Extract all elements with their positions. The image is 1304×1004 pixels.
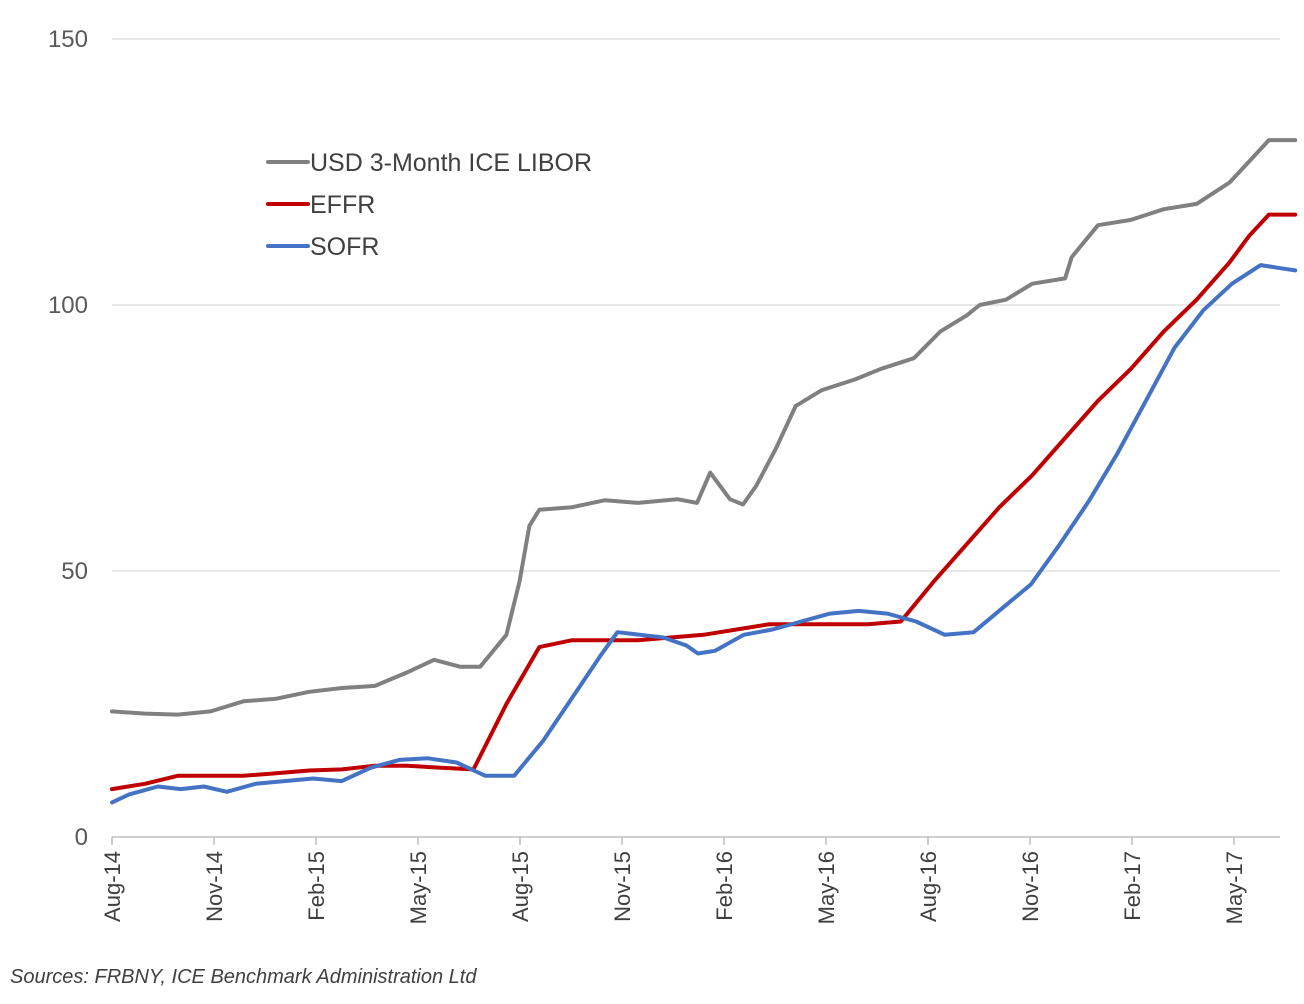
x-tick-label: May-16 — [814, 851, 839, 924]
x-tick-label: May-15 — [406, 851, 431, 924]
x-tick-label: Nov-16 — [1018, 851, 1043, 922]
x-tick-label: Nov-15 — [610, 851, 635, 922]
x-tick-label: Aug-15 — [508, 851, 533, 922]
y-tick-label: 0 — [75, 824, 88, 851]
series-line-usd-3-month-ice-libor — [110, 138, 1298, 717]
series-line-effr — [110, 212, 1298, 792]
legend: USD 3-Month ICE LIBOR EFFR SOFR — [266, 149, 592, 261]
x-tick-label: May-17 — [1222, 851, 1247, 924]
grid-lines — [112, 38, 1280, 572]
x-tick-label: Nov-14 — [202, 851, 227, 922]
x-tick-label: Feb-16 — [712, 851, 737, 921]
x-tick-label: Aug-14 — [100, 851, 125, 922]
legend-label: SOFR — [310, 233, 379, 261]
x-tick-label: Feb-15 — [304, 851, 329, 921]
y-axis: 0 50 100 150 — [48, 26, 88, 851]
x-tick-label: Feb-17 — [1120, 851, 1145, 921]
x-axis: Aug-14 Nov-14 Feb-15 May-15 Aug-15 Nov-15 Feb-… — [100, 836, 1280, 924]
source-note: Sources: FRBNY, ICE Benchmark Administra… — [10, 966, 477, 988]
y-tick-label: 50 — [61, 558, 88, 585]
x-tick-label: Aug-16 — [916, 851, 941, 922]
y-tick-label: 150 — [48, 26, 88, 53]
plot-area — [110, 138, 1298, 805]
legend-label: USD 3-Month ICE LIBOR — [310, 149, 592, 177]
legend-label: EFFR — [310, 191, 375, 219]
y-tick-label: 100 — [48, 292, 88, 319]
chart: 0 50 100 150 Aug-14 Nov-14 Feb-15 May-15 Aug-15… — [48, 26, 1298, 924]
series-line-sofr — [110, 263, 1298, 805]
